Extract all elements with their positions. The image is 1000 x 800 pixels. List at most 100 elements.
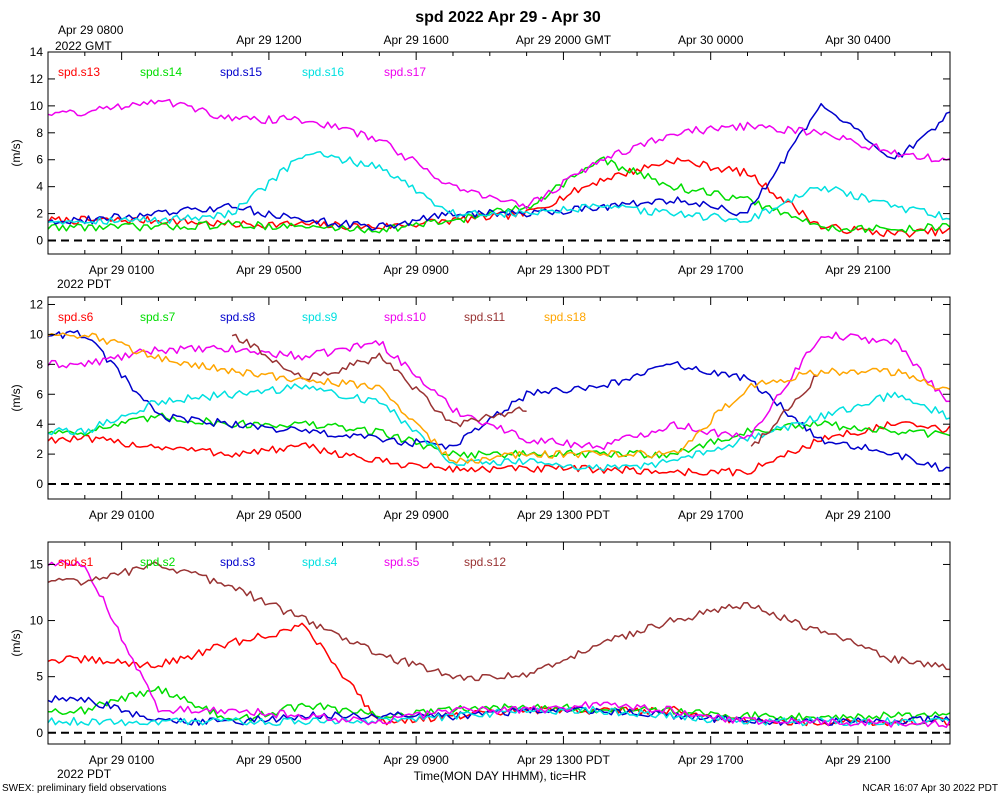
panel-top-frame <box>47 51 951 255</box>
series-spd-s17-line-0 <box>48 98 950 210</box>
pdt-axis-label-1-0: Apr 29 0100 <box>89 508 155 522</box>
y-tick-label-8: 8 <box>36 357 43 371</box>
legend-spd-s1: spd.s1 <box>58 555 94 569</box>
y-tick-label-12: 12 <box>30 72 44 86</box>
pdt-axis-label-2-2: Apr 29 0900 <box>383 753 449 767</box>
footer-right-note: NCAR 16:07 Apr 30 2022 PDT <box>862 783 998 794</box>
series-spd-s17 <box>48 98 950 210</box>
legend-spd-s14: spd.s14 <box>140 65 182 79</box>
y-tick-label-12: 12 <box>30 297 44 311</box>
pdt-axis-label-2-0: Apr 29 0100 <box>89 753 155 767</box>
gmt-axis-label-1: Apr 29 1200 <box>236 33 302 47</box>
panel-bottom-ylabel: (m/s) <box>9 629 23 656</box>
series-spd-s11-line-0 <box>231 333 527 428</box>
pdt-year-label-2: 2022 PDT <box>57 767 112 781</box>
y-tick-label-0: 0 <box>36 726 43 740</box>
panel-middle-frame <box>47 296 951 500</box>
gmt-axis-label-2: Apr 29 1600 <box>383 33 449 47</box>
y-tick-label-14: 14 <box>30 45 44 59</box>
pdt-axis-label-0-1: Apr 29 0500 <box>236 263 302 277</box>
y-tick-label-6: 6 <box>36 153 43 167</box>
y-tick-label-0: 0 <box>36 234 43 248</box>
series-spd-s12-line-0 <box>48 561 950 682</box>
pdt-axis-label-1-4: Apr 29 1700 <box>678 508 744 522</box>
series-spd-s10 <box>48 331 950 451</box>
series-spd-s16 <box>48 151 950 225</box>
gmt-axis-label-4: Apr 30 0000 <box>678 33 744 47</box>
panel-top-traces <box>48 98 950 238</box>
series-spd-s8 <box>48 329 950 472</box>
legend-spd-s15: spd.s15 <box>220 65 262 79</box>
legend-spd-s3: spd.s3 <box>220 555 256 569</box>
series-spd-s2 <box>48 685 950 723</box>
gmt-year-label: 2022 GMT <box>55 39 112 53</box>
legend-spd-s13: spd.s13 <box>58 65 100 79</box>
y-tick-label-4: 4 <box>36 417 43 431</box>
y-tick-label-5: 5 <box>36 670 43 684</box>
series-spd-s14-line-0 <box>48 156 950 234</box>
series-spd-s14 <box>48 156 950 234</box>
series-spd-s6-line-0 <box>48 421 950 477</box>
panel-bottom: 0 5 10 15 (m/s) spd.s1 spd.s2 spd.s3 spd.s4 spd.s… <box>9 541 951 745</box>
legend-spd-s9: spd.s9 <box>302 310 338 324</box>
gmt-axis-label-5: Apr 30 0400 <box>825 33 891 47</box>
gmt-axis-label-0: Apr 29 0800 <box>58 23 124 37</box>
series-spd-s13 <box>48 157 950 238</box>
legend-spd-s7: spd.s7 <box>140 310 176 324</box>
y-tick-label-8: 8 <box>36 126 43 140</box>
series-spd-s7 <box>48 412 950 459</box>
legend-spd-s12: spd.s12 <box>464 555 506 569</box>
legend-spd-s10: spd.s10 <box>384 310 426 324</box>
pdt-axis-label-0-4: Apr 29 1700 <box>678 263 744 277</box>
legend-spd-s2: spd.s2 <box>140 555 176 569</box>
legend-spd-s5: spd.s5 <box>384 555 420 569</box>
gmt-axis-label-3: Apr 29 2000 GMT <box>516 33 612 47</box>
pdt-time-axes: Apr 29 0100 Apr 29 0500 Apr 29 0900 Apr 29 … <box>57 263 891 781</box>
series-spd-s2-line-0 <box>48 685 950 723</box>
series-spd-s12 <box>48 561 950 682</box>
pdt-axis-label-0-5: Apr 29 2100 <box>825 263 891 277</box>
series-spd-s16-line-0 <box>48 151 950 225</box>
series-spd-s15 <box>48 102 950 231</box>
series-spd-s6 <box>48 421 950 477</box>
series-spd-s9 <box>48 383 950 472</box>
panel-middle-ylabel: (m/s) <box>9 384 23 411</box>
pdt-axis-label-1-2: Apr 29 0900 <box>383 508 449 522</box>
series-spd-s4-line-0 <box>48 705 950 727</box>
pdt-axis-label-2-3: Apr 29 1300 PDT <box>517 753 610 767</box>
series-spd-s5-line-0 <box>48 559 950 729</box>
x-axis-label: Time(MON DAY HHMM), tic=HR <box>414 769 587 783</box>
pdt-axis-label-0-0: Apr 29 0100 <box>89 263 155 277</box>
gmt-time-axis: Apr 29 0800 Apr 29 1200 Apr 29 1600 Apr 29 … <box>55 23 891 53</box>
panel-bottom-frame <box>47 541 951 745</box>
legend-spd-s4: spd.s4 <box>302 555 338 569</box>
panel-middle: 0 2 4 6 8 10 12 (m/s) spd.s6 spd.s7 spd.s8 spd.s9 sp… <box>9 296 951 500</box>
series-spd-s7-line-0 <box>48 412 950 459</box>
legend-spd-s16: spd.s16 <box>302 65 344 79</box>
pdt-axis-label-1-1: Apr 29 0500 <box>236 508 302 522</box>
series-spd-s18 <box>48 332 950 464</box>
pdt-year-label-0: 2022 PDT <box>57 277 112 291</box>
legend-spd-s8: spd.s8 <box>220 310 256 324</box>
panel-bottom-traces <box>48 559 950 729</box>
pdt-axis-label-1-3: Apr 29 1300 PDT <box>517 508 610 522</box>
y-tick-label-4: 4 <box>36 180 43 194</box>
panel-middle-traces <box>48 329 950 477</box>
panel-top: 0 2 4 6 8 10 12 14 (m/s) spd.s13 spd.s14 spd.s15 spd… <box>9 45 951 255</box>
legend-spd-s11: spd.s11 <box>464 310 505 324</box>
y-tick-label-2: 2 <box>36 447 43 461</box>
y-tick-label-15: 15 <box>30 557 44 571</box>
series-spd-s5 <box>48 559 950 729</box>
legend-spd-s18: spd.s18 <box>544 310 586 324</box>
series-spd-s8-line-0 <box>48 329 950 472</box>
y-tick-label-6: 6 <box>36 387 43 401</box>
figure-title: spd 2022 Apr 29 - Apr 30 <box>415 9 601 26</box>
pdt-axis-label-2-5: Apr 29 2100 <box>825 753 891 767</box>
series-spd-s4 <box>48 705 950 727</box>
y-tick-label-0: 0 <box>36 477 43 491</box>
y-tick-label-10: 10 <box>30 327 44 341</box>
pdt-axis-label-0-3: Apr 29 1300 PDT <box>517 263 610 277</box>
series-spd-s9-line-0 <box>48 383 950 472</box>
